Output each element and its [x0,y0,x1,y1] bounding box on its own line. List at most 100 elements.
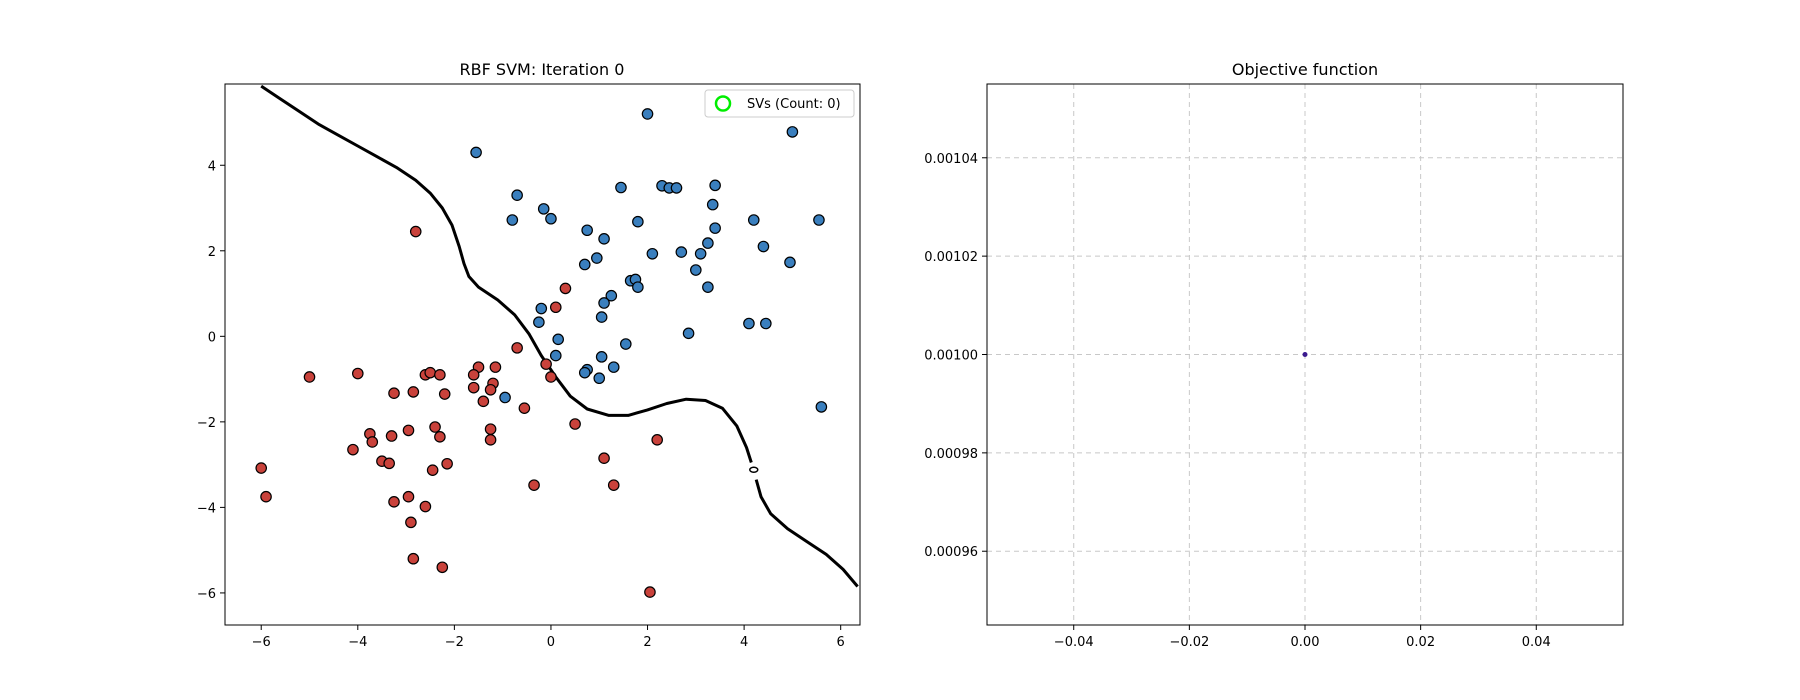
svm-axes-frame [224,83,861,626]
data-point [709,179,721,192]
data-point [605,289,618,302]
data-point [499,391,511,404]
svm-title: RBF SVM: Iteration 0 [460,60,625,79]
data-point [477,395,490,408]
data-point [405,516,417,529]
data-point [706,198,719,211]
data-point [424,366,437,379]
data-point [760,317,772,330]
data-point [438,388,451,400]
data-point [434,431,446,443]
data-point [402,490,415,503]
y-tick-label: −6 [197,587,216,602]
data-point [786,126,799,138]
data-point [598,233,610,245]
data-point [402,424,415,437]
y-tick-label: 0.00098 [924,447,978,462]
data-point [260,490,272,503]
data-point [436,561,449,574]
data-point [646,247,659,260]
objective-x-ticks: −0.04 −0.02 0.00 0.02 0.04 [1054,625,1551,650]
data-point [559,282,572,295]
data-point [641,108,654,120]
data-point [632,281,644,293]
data-point [467,369,480,381]
x-tick-label: 0.00 [1291,635,1320,650]
x-tick-label: 0 [547,635,555,650]
data-point [619,338,632,350]
data-point [784,256,796,269]
data-point [366,436,379,448]
objective-content [1302,352,1308,357]
x-tick-label: 4 [740,635,748,650]
data-point [537,203,550,215]
data-point [383,457,395,470]
svm-y-ticks: −6 −4 −2 0 2 4 [197,159,225,602]
y-tick-label: 2 [208,245,216,260]
data-point [535,302,548,315]
data-point [549,301,562,314]
objective-axes-frame [986,83,1624,626]
data-point [470,146,482,159]
data-point [255,462,268,474]
decision-boundary [260,84,753,463]
data-point [545,212,557,225]
x-tick-label: −0.04 [1054,635,1094,650]
data-point [388,496,400,508]
objective-title: Objective function [1232,60,1378,79]
svm-clipped-content [255,84,859,598]
svm-plot-area [225,84,860,625]
data-point [607,361,620,373]
data-point [581,224,593,237]
data-point [484,434,497,446]
data-point [528,479,540,491]
data-point [511,189,523,201]
data-point [632,215,644,228]
data-point [429,421,441,433]
objective-point [1302,352,1308,357]
svm-x-ticks: −6 −4 −2 0 2 4 6 [252,625,845,650]
data-point [426,464,439,476]
y-tick-label: 0 [208,330,216,345]
svm-content [255,84,859,598]
data-point [511,342,523,354]
legend-sv-marker [714,95,732,112]
data-point [747,214,760,226]
data-point [303,371,316,383]
data-point [593,372,606,385]
svm-panel: RBF SVM: Iteration 0 −6 −4 −2 0 2 4 6 −6 −4 −2 0 2… [197,60,861,650]
data-point [702,281,714,293]
y-tick-label: 0.00100 [924,349,978,364]
x-tick-label: 0.02 [1406,635,1435,650]
data-point [385,430,398,442]
data-point [578,366,591,379]
small-contour [749,466,759,474]
data-point [702,237,714,249]
legend-label: SVs (Count: 0) [747,97,841,112]
data-point [441,457,453,470]
x-tick-label: −0.02 [1169,635,1209,650]
x-tick-label: −4 [348,635,367,650]
data-point [690,264,702,276]
y-tick-label: 0.00102 [924,250,978,265]
data-point [815,401,828,413]
data-point [351,367,364,380]
decision-boundary-lower [754,479,859,588]
data-point [595,311,608,323]
data-point [651,434,663,446]
data-point [407,386,420,398]
data-point [434,369,446,381]
data-point [518,402,531,414]
data-point [388,387,400,400]
data-point [743,317,755,330]
data-point [813,214,825,226]
data-point [407,552,420,565]
data-point [540,358,552,370]
data-point [578,258,591,271]
data-point [484,423,497,435]
data-point [347,443,359,456]
data-point [595,351,608,363]
data-point [591,252,603,264]
y-tick-label: 0.00096 [924,545,978,560]
data-point [615,181,627,194]
